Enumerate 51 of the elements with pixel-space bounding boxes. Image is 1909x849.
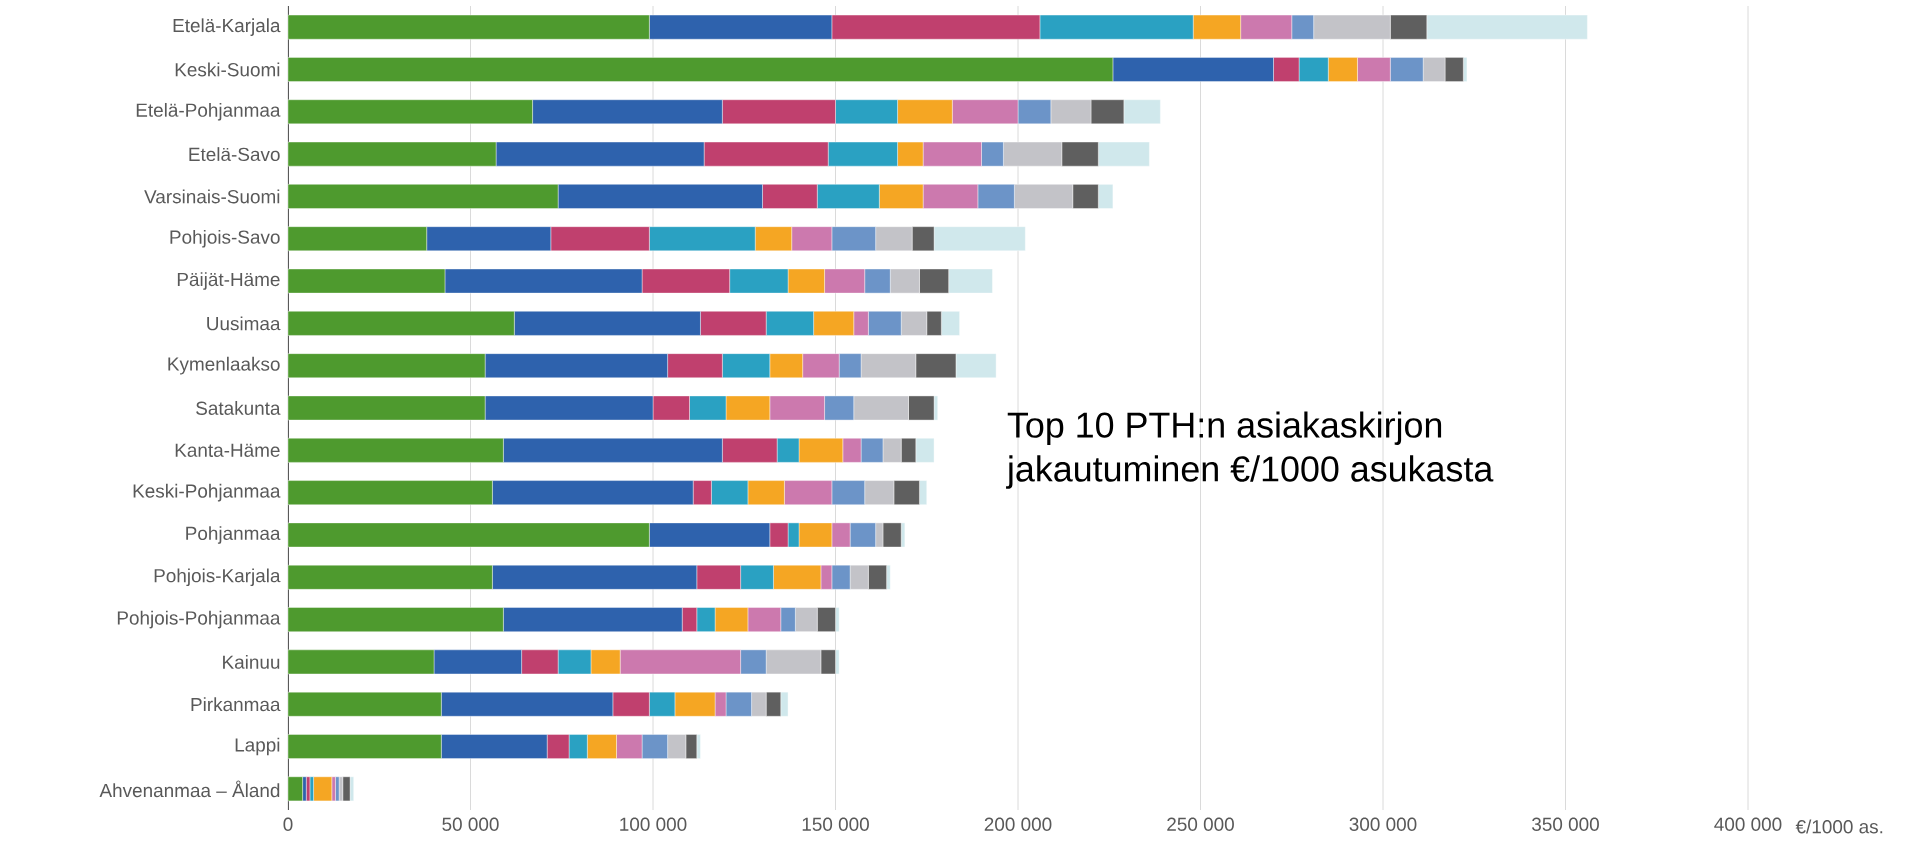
x-axis-title: €/1000 as. xyxy=(1795,819,1883,834)
bar xyxy=(288,649,435,675)
y-tick-label: Pohjois-Karjala xyxy=(154,568,281,587)
bar xyxy=(342,776,351,802)
bar xyxy=(288,226,427,251)
y-tick-label: Pohjois-Savo xyxy=(170,229,280,248)
bar xyxy=(288,522,650,548)
y-tick-label: Kanta-Häme xyxy=(175,443,280,457)
bar xyxy=(288,14,650,40)
y-tick-label: Pohjois-Pohjanmaa xyxy=(117,610,281,629)
bar xyxy=(288,353,486,378)
y-tick-label: Keski-Suomi xyxy=(175,62,280,77)
bar xyxy=(288,691,442,717)
y-tick-label: Keski-Pohjanmaa xyxy=(133,483,281,502)
bar xyxy=(288,565,493,590)
x-tick-label: 250 000 xyxy=(1167,817,1234,831)
y-tick-label: Pohjanmaa xyxy=(186,526,281,544)
y-tick-label: Ahvenanmaa – Åland xyxy=(99,780,280,798)
y-tick-label: Etelä-Pohjanmaa xyxy=(136,102,281,121)
y-tick-label: Etelä-Savo xyxy=(189,147,280,162)
bar xyxy=(288,607,504,632)
bar xyxy=(288,141,497,167)
bar xyxy=(288,395,486,421)
y-tick-label: Lappi xyxy=(235,737,280,756)
bar xyxy=(288,57,1114,82)
y-tick-label: Varsinais-Suomi xyxy=(144,189,280,204)
y-tick-label: Päijät-Häme xyxy=(177,272,280,290)
bar xyxy=(288,734,442,759)
x-tick-label: 100 000 xyxy=(620,817,687,831)
x-tick-label: 400 000 xyxy=(1714,817,1782,831)
y-tick-label: Etelä-Karjala xyxy=(173,18,281,36)
x-tick-label: 200 000 xyxy=(984,817,1052,831)
y-tick-label: Satakunta xyxy=(196,401,281,415)
x-tick-label: 150 000 xyxy=(802,817,869,831)
y-tick-label: Pirkanmaa xyxy=(191,697,281,712)
annotation: jakautuminen €/1000 asukasta xyxy=(1006,455,1494,489)
y-tick-label: Kymenlaakso xyxy=(168,356,280,375)
x-tick-label: 350 000 xyxy=(1532,817,1599,831)
bar xyxy=(288,99,533,125)
bar xyxy=(288,268,446,294)
bar xyxy=(288,311,515,336)
y-tick-label: Uusimaa xyxy=(207,316,281,331)
bar xyxy=(288,184,559,209)
x-tick-label: 300 000 xyxy=(1349,817,1417,831)
x-tick-label: 0 xyxy=(283,817,293,831)
bar xyxy=(288,438,504,463)
bar xyxy=(288,480,493,505)
y-tick-label: Kainuu xyxy=(223,654,280,669)
x-tick-label: 50 000 xyxy=(442,817,499,831)
annotation: Top 10 PTH:n asiakaskirjon xyxy=(1007,411,1442,445)
bar xyxy=(313,776,332,802)
